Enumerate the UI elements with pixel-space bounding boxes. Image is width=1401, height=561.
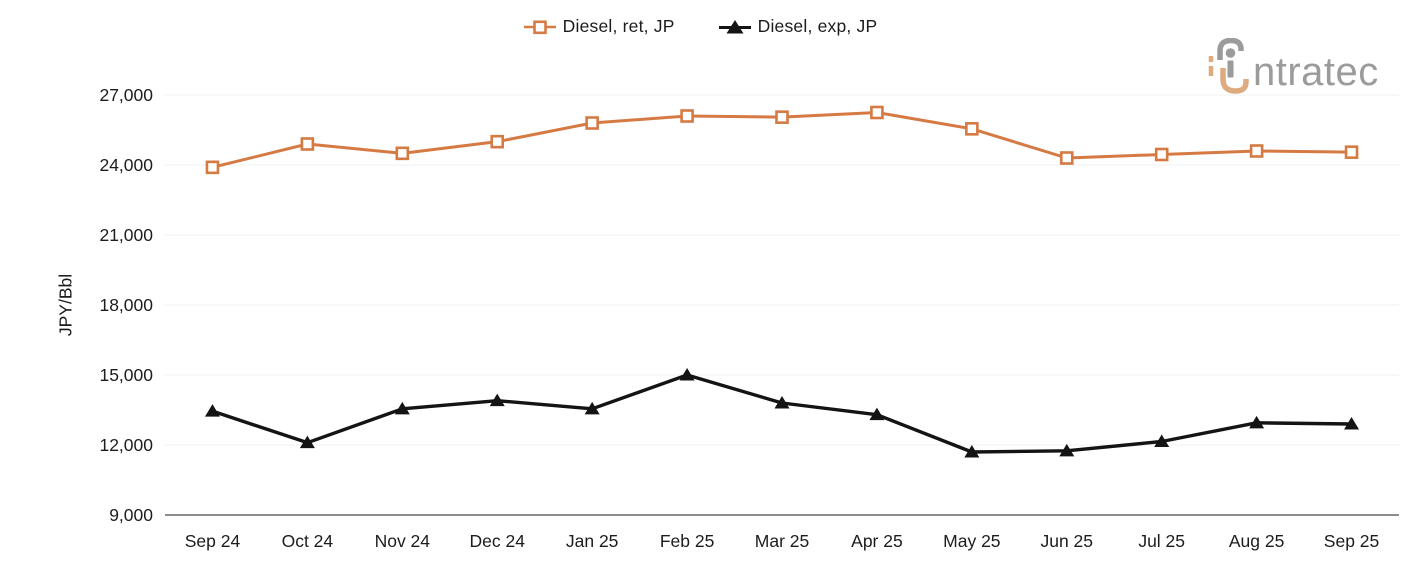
data-point-marker[interactable] xyxy=(205,160,220,175)
data-point-marker[interactable] xyxy=(584,401,600,415)
triangle-marker-icon xyxy=(718,19,751,33)
x-tick-label: Sep 25 xyxy=(1324,531,1379,551)
intratec-logo: ntratec xyxy=(1208,38,1379,94)
y-tick-label: 21,000 xyxy=(99,225,153,245)
x-tick-label: Oct 24 xyxy=(282,531,334,551)
legend-label: Diesel, ret, JP xyxy=(562,16,675,36)
data-point-marker[interactable] xyxy=(869,407,885,421)
x-tick-label: Feb 25 xyxy=(660,531,714,551)
data-point-marker[interactable] xyxy=(490,134,505,149)
y-tick-label: 24,000 xyxy=(99,155,153,175)
data-point-marker[interactable] xyxy=(300,137,315,151)
data-point-marker[interactable] xyxy=(489,393,505,407)
data-point-marker[interactable] xyxy=(965,122,979,136)
data-point-marker[interactable] xyxy=(679,368,695,381)
y-axis-title: JPY/Bbl xyxy=(55,273,76,337)
legend-item-diesel-exp[interactable]: Diesel, exp, JP xyxy=(718,16,878,37)
data-point-marker[interactable] xyxy=(1249,144,1264,158)
x-tick-label: Jul 25 xyxy=(1138,531,1185,551)
y-tick-label: 12,000 xyxy=(99,435,153,455)
series-line-diesel-exp xyxy=(211,373,1352,454)
data-point-marker[interactable] xyxy=(870,105,884,120)
data-point-marker[interactable] xyxy=(1344,145,1359,159)
data-point-marker[interactable] xyxy=(299,435,315,449)
y-tick-label: 15,000 xyxy=(99,365,153,385)
chart-legend: Diesel, ret, JP Diesel, exp, JP xyxy=(0,16,1401,37)
square-marker-icon xyxy=(523,19,556,34)
y-tick-label: 9,000 xyxy=(109,505,153,525)
data-point-marker[interactable] xyxy=(1059,151,1074,165)
x-tick-label: Aug 25 xyxy=(1229,531,1284,551)
data-point-marker[interactable] xyxy=(204,404,220,417)
x-tick-label: Mar 25 xyxy=(755,531,809,551)
y-tick-label: 18,000 xyxy=(99,295,153,315)
data-point-marker[interactable] xyxy=(774,396,790,409)
x-tick-label: Sep 24 xyxy=(185,531,241,551)
logo-text: ntratec xyxy=(1253,50,1379,94)
data-point-marker[interactable] xyxy=(964,445,980,458)
legend-label: Diesel, exp, JP xyxy=(757,16,878,36)
x-tick-label: Apr 25 xyxy=(851,531,903,551)
data-point-marker[interactable] xyxy=(395,146,410,161)
x-tick-label: Nov 24 xyxy=(375,531,431,551)
data-point-marker[interactable] xyxy=(1154,147,1169,162)
data-point-marker[interactable] xyxy=(775,110,789,124)
data-point-marker[interactable] xyxy=(1344,417,1360,430)
data-point-marker[interactable] xyxy=(585,116,599,130)
data-point-marker[interactable] xyxy=(1249,415,1265,429)
data-point-marker[interactable] xyxy=(1059,443,1075,457)
x-tick-label: Jun 25 xyxy=(1040,531,1093,551)
x-tick-label: Dec 24 xyxy=(470,531,526,551)
x-tick-label: Jan 25 xyxy=(566,531,619,551)
data-point-marker[interactable] xyxy=(680,109,694,123)
data-point-marker[interactable] xyxy=(1154,434,1170,448)
legend-item-diesel-ret[interactable]: Diesel, ret, JP xyxy=(523,16,675,37)
y-tick-label: 27,000 xyxy=(99,85,153,105)
data-point-marker[interactable] xyxy=(394,401,410,415)
x-tick-label: May 25 xyxy=(943,531,1000,551)
